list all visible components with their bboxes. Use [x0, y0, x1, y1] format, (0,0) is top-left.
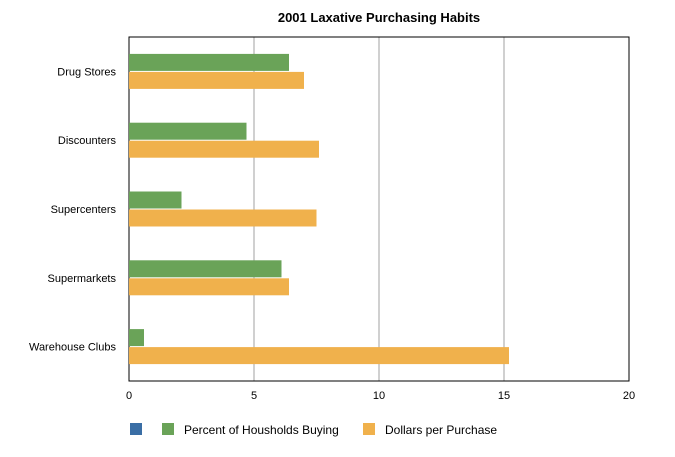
- x-tick-label: 5: [251, 390, 257, 402]
- legend-swatch-0: [130, 423, 142, 435]
- bar-warehouse-clubs-series-1: [129, 329, 144, 347]
- category-label: Supermarkets: [48, 273, 117, 285]
- legend-swatch-1: [162, 423, 174, 435]
- bar-discounters-series-1: [129, 122, 247, 140]
- x-tick-label: 15: [498, 390, 510, 402]
- bar-supercenters-series-2: [129, 209, 317, 227]
- bar-supercenters-series-1: [129, 191, 182, 209]
- bar-supermarkets-series-1: [129, 260, 282, 278]
- chart-title: 2001 Laxative Purchasing Habits: [278, 10, 480, 25]
- bar-drug-stores-series-2: [129, 71, 304, 89]
- bars: [129, 53, 509, 365]
- legend-swatch-2: [363, 423, 375, 435]
- grid-lines: [253, 37, 505, 381]
- category-label: Discounters: [58, 135, 117, 147]
- bar-supermarkets-series-2: [129, 278, 289, 296]
- bar-discounters-series-2: [129, 140, 319, 158]
- category-label: Warehouse Clubs: [29, 342, 117, 354]
- legend: Percent of Housholds Buying Dollars per P…: [130, 423, 497, 437]
- legend-label-1: Percent of Housholds Buying: [184, 423, 339, 437]
- category-label: Drug Stores: [57, 66, 116, 78]
- x-tick-label: 0: [126, 390, 132, 402]
- x-tick-label: 10: [373, 390, 385, 402]
- plot-frame: [128, 36, 630, 382]
- x-tick-label: 20: [623, 390, 635, 402]
- bar-drug-stores-series-1: [129, 53, 289, 71]
- x-axis-tick-labels: 0 5 10 15 20: [126, 390, 635, 402]
- bar-warehouse-clubs-series-2: [129, 347, 509, 365]
- legend-label-2: Dollars per Purchase: [385, 423, 497, 437]
- category-labels: Drug Stores Discounters Supercenters Superm…: [29, 66, 117, 353]
- category-label: Supercenters: [51, 204, 117, 216]
